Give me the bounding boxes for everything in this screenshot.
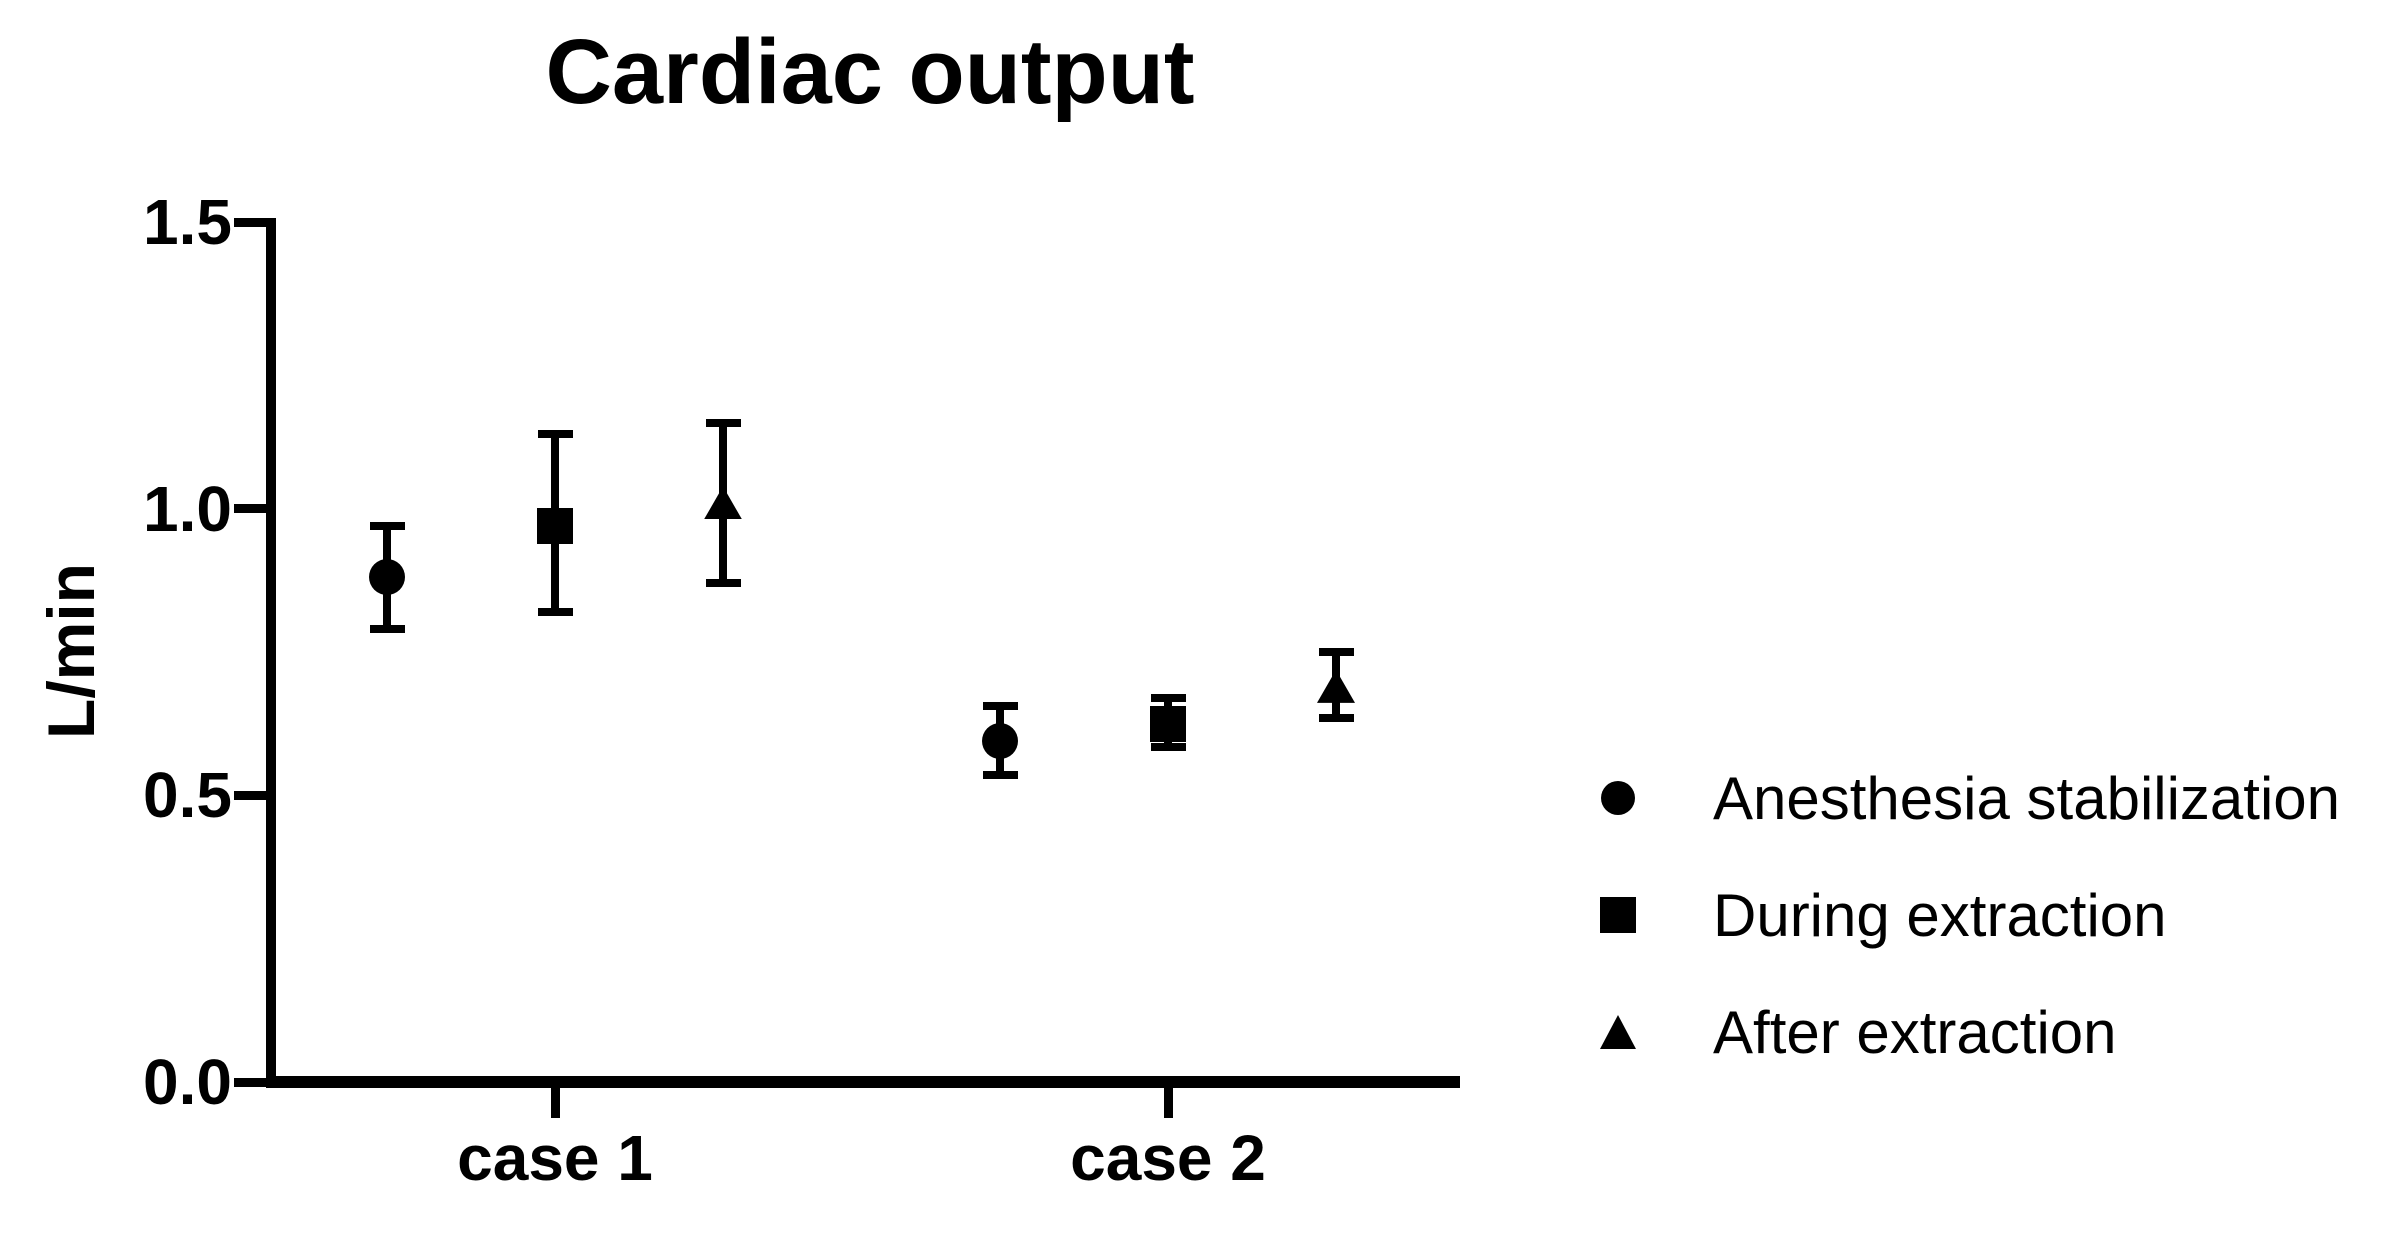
y-tick-label: 0.0 [143, 1046, 232, 1118]
y-tick [234, 217, 266, 227]
x-tick-label: case 2 [1070, 1122, 1266, 1194]
error-bar-cap-bottom [982, 771, 1018, 780]
y-tick [234, 1077, 266, 1087]
y-tick [234, 504, 266, 514]
error-bar-cap-top [537, 430, 573, 439]
legend-item-anesthesia-stabilization: Anesthesia stabilization [1600, 763, 2340, 833]
error-bar-cap-top [369, 521, 405, 530]
triangle-marker-icon [1600, 1015, 1636, 1049]
circle-marker-icon [1601, 781, 1635, 815]
error-bar-cap-bottom [1150, 742, 1186, 751]
error-bar-cap-bottom [369, 625, 405, 634]
y-tick-label: 1.0 [143, 472, 232, 545]
error-bar-cap-top [1318, 648, 1354, 656]
circle-data-marker [982, 722, 1018, 759]
x-tick [1163, 1088, 1173, 1118]
square-data-marker [537, 507, 573, 544]
y-tick-label: 0.5 [143, 759, 232, 832]
error-bar-cap-bottom [705, 579, 741, 588]
error-bar-cap-bottom [537, 607, 573, 616]
error-bar-cap-bottom [1318, 713, 1354, 722]
legend-item-during-extraction: During extraction [1600, 880, 2167, 950]
legend-marker-box [1600, 880, 1636, 950]
circle-data-marker [369, 559, 405, 596]
legend-label: During extraction [1713, 881, 2167, 949]
legend-item-after-extraction: After extraction [1600, 997, 2117, 1067]
legend-label: Anesthesia stabilization [1713, 764, 2341, 832]
triangle-data-marker [1317, 669, 1355, 703]
square-marker-icon [1600, 897, 1636, 933]
chart-title: Cardiac output [545, 21, 1195, 123]
triangle-data-marker [704, 486, 742, 520]
y-tick-label: 1.5 [143, 186, 232, 258]
y-axis-line [266, 218, 276, 1088]
square-data-marker [1150, 705, 1186, 742]
x-axis-line [266, 1076, 1460, 1088]
x-tick-label: case 1 [457, 1122, 653, 1194]
x-tick [550, 1088, 560, 1118]
legend-marker-box [1600, 763, 1636, 833]
error-bar-cap-top [705, 418, 741, 427]
error-bar-cap-top [982, 702, 1018, 711]
error-bar-cap-top [1150, 693, 1186, 702]
legend: Anesthesia stabilization During extracti… [1600, 0, 2400, 1235]
legend-marker-box [1600, 997, 1636, 1067]
legend-label: After extraction [1713, 998, 2117, 1066]
y-tick [234, 790, 266, 800]
